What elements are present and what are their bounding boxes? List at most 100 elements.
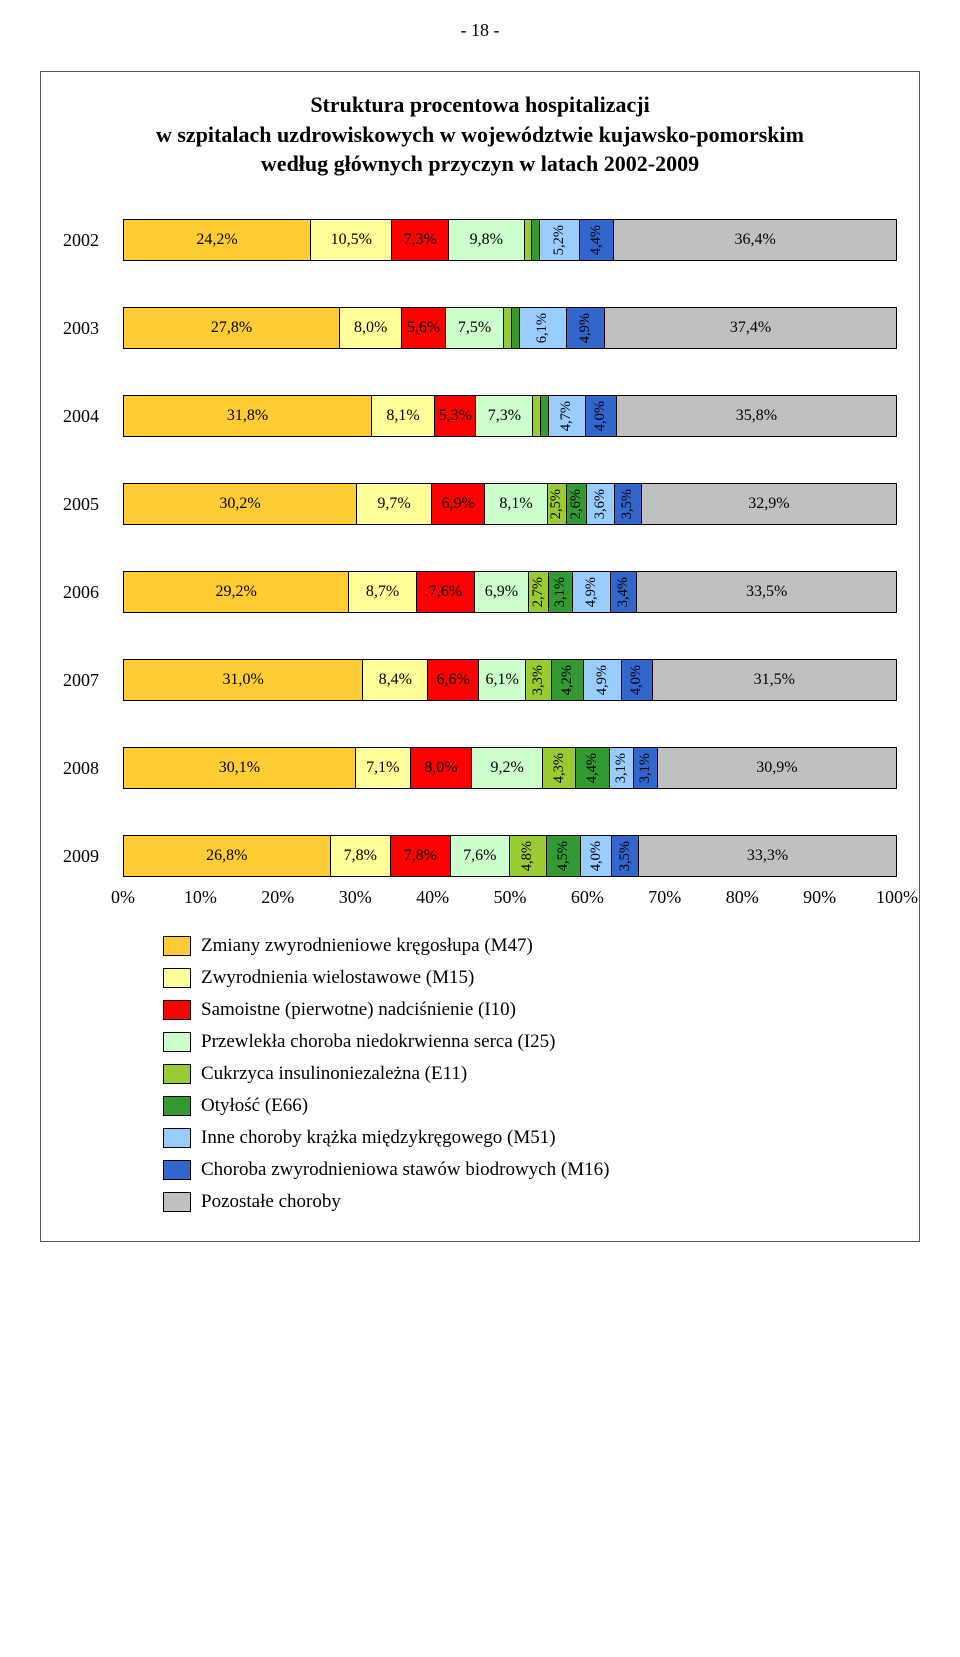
bar-segment: 30,9% bbox=[658, 748, 896, 788]
segment-label: 2,6% bbox=[568, 489, 585, 519]
bar-segment: 29,2% bbox=[124, 572, 349, 612]
segment-label: 8,7% bbox=[366, 583, 399, 601]
segment-label: 7,6% bbox=[463, 847, 496, 865]
bar-segment: 4,9% bbox=[573, 572, 611, 612]
bar-segment: 33,5% bbox=[637, 572, 896, 612]
bar-track: 31,8%8,1%5,3%7,3% 4,7% 4,0% 35,8% bbox=[123, 395, 897, 437]
legend-item: Choroba zwyrodnieniowa stawów biodrowych… bbox=[163, 1159, 897, 1181]
legend-swatch bbox=[163, 1064, 191, 1084]
bar-segment: 8,0% bbox=[411, 748, 473, 788]
bar-segment: 5,2% bbox=[540, 220, 580, 260]
legend-swatch bbox=[163, 1096, 191, 1116]
segment-label: 31,5% bbox=[754, 671, 795, 689]
segment-label: 4,0% bbox=[628, 665, 645, 695]
bar-row: 200629,2%8,7%7,6%6,9%2,7%3,1%4,9%3,4%33,… bbox=[63, 571, 897, 613]
bar-segment: 9,2% bbox=[472, 748, 543, 788]
bar-segment: 10,5% bbox=[311, 220, 392, 260]
year-label: 2002 bbox=[63, 230, 123, 251]
bar-track: 31,0%8,4%6,6%6,1%3,3%4,2%4,9%4,0%31,5% bbox=[123, 659, 897, 701]
segment-label: 4,0% bbox=[588, 841, 605, 871]
year-label: 2007 bbox=[63, 670, 123, 691]
segment-label: 4,2% bbox=[559, 665, 576, 695]
bar-row: 200327,8%8,0%5,6%7,5%6,1%4,9%37,4% bbox=[63, 307, 897, 349]
legend-swatch bbox=[163, 1160, 191, 1180]
segment-label: 27,8% bbox=[211, 319, 252, 337]
bar-track: 24,2%10,5%7,3% 9,8% 5,2% 4,4% 36,4% bbox=[123, 219, 897, 261]
bar-segment: 8,1% bbox=[485, 484, 548, 524]
bar-segment: 4,0% bbox=[581, 836, 612, 876]
bar-segment: 6,1% bbox=[479, 660, 526, 700]
legend-label: Zwyrodnienia wielostawowe (M15) bbox=[201, 967, 474, 989]
axis-tick: 100% bbox=[876, 887, 918, 908]
bar-segment: 36,4% bbox=[614, 220, 896, 260]
page-number: - 18 - bbox=[40, 20, 920, 41]
segment-label: 7,1% bbox=[366, 759, 399, 777]
segment-label: 9,2% bbox=[490, 759, 523, 777]
bar-segment: 7,3% bbox=[392, 220, 448, 260]
bar-segment: 7,3% bbox=[476, 396, 533, 436]
legend-swatch bbox=[163, 1000, 191, 1020]
legend-label: Przewlekła choroba niedokrwienna serca (… bbox=[201, 1031, 556, 1053]
bar-rows: 200224,2%10,5%7,3%9,8%5,2%4,4%36,4%20032… bbox=[63, 219, 897, 877]
legend-label: Choroba zwyrodnieniowa stawów biodrowych… bbox=[201, 1159, 609, 1181]
bar-segment: 24,2% bbox=[124, 220, 311, 260]
bar-segment bbox=[533, 396, 541, 436]
segment-label: 5,6% bbox=[407, 319, 440, 337]
segment-label: 4,7% bbox=[558, 401, 575, 431]
bar-segment: 4,8% bbox=[510, 836, 547, 876]
segment-label: 4,8% bbox=[519, 841, 536, 871]
bar-row: 200926,8%7,8%7,8%7,6%4,8%4,5%4,0%3,5%33,… bbox=[63, 835, 897, 877]
segment-label: 9,8% bbox=[470, 231, 503, 249]
segment-label: 5,3% bbox=[439, 407, 472, 425]
legend-item: Otyłość (E66) bbox=[163, 1095, 897, 1117]
bar-segment: 4,3% bbox=[543, 748, 576, 788]
year-label: 2008 bbox=[63, 758, 123, 779]
segment-label: 31,0% bbox=[222, 671, 263, 689]
segment-label: 3,3% bbox=[530, 665, 547, 695]
bar-segment: 6,1% bbox=[520, 308, 567, 348]
bar-segment: 7,1% bbox=[356, 748, 411, 788]
bar-segment: 37,4% bbox=[605, 308, 896, 348]
bar-segment: 3,1% bbox=[610, 748, 634, 788]
bar-segment: 2,7% bbox=[529, 572, 550, 612]
legend: Zmiany zwyrodnieniowe kręgosłupa (M47)Zw… bbox=[163, 935, 897, 1213]
legend-swatch bbox=[163, 1192, 191, 1212]
segment-label: 4,5% bbox=[555, 841, 572, 871]
bar-segment: 9,7% bbox=[357, 484, 432, 524]
legend-item: Samoistne (pierwotne) nadciśnienie (I10) bbox=[163, 999, 897, 1021]
bar-segment: 8,7% bbox=[349, 572, 416, 612]
segment-label: 33,5% bbox=[746, 583, 787, 601]
bar-segment: 3,6% bbox=[587, 484, 615, 524]
bar-segment bbox=[541, 396, 549, 436]
segment-label: 7,5% bbox=[458, 319, 491, 337]
bar-segment: 31,8% bbox=[124, 396, 372, 436]
segment-label: 35,8% bbox=[736, 407, 777, 425]
bar-segment: 4,0% bbox=[586, 396, 617, 436]
bar-track: 29,2%8,7%7,6%6,9%2,7%3,1%4,9%3,4%33,5% bbox=[123, 571, 897, 613]
segment-label: 4,3% bbox=[551, 753, 568, 783]
segment-label: 6,6% bbox=[436, 671, 469, 689]
segment-label: 3,5% bbox=[617, 841, 634, 871]
segment-label: 4,9% bbox=[594, 665, 611, 695]
chart-title: Struktura procentowa hospitalizacjiw szp… bbox=[63, 90, 897, 179]
bar-segment: 30,1% bbox=[124, 748, 356, 788]
segment-label: 6,1% bbox=[534, 313, 551, 343]
segment-label: 7,8% bbox=[344, 847, 377, 865]
axis-tick: 40% bbox=[416, 887, 449, 908]
bar-segment: 8,1% bbox=[372, 396, 435, 436]
bar-segment: 31,5% bbox=[653, 660, 896, 700]
segment-label: 30,1% bbox=[219, 759, 260, 777]
bar-segment: 4,0% bbox=[622, 660, 653, 700]
bar-segment: 3,4% bbox=[611, 572, 637, 612]
bar-segment: 31,0% bbox=[124, 660, 363, 700]
bar-segment: 6,9% bbox=[475, 572, 528, 612]
segment-label: 6,9% bbox=[441, 495, 474, 513]
segment-label: 3,1% bbox=[637, 753, 654, 783]
axis-tick: 10% bbox=[184, 887, 217, 908]
segment-label: 2,5% bbox=[548, 489, 565, 519]
segment-label: 36,4% bbox=[735, 231, 776, 249]
segment-label: 4,0% bbox=[592, 401, 609, 431]
segment-label: 6,1% bbox=[485, 671, 518, 689]
segment-label: 4,4% bbox=[588, 225, 605, 255]
segment-label: 33,3% bbox=[747, 847, 788, 865]
